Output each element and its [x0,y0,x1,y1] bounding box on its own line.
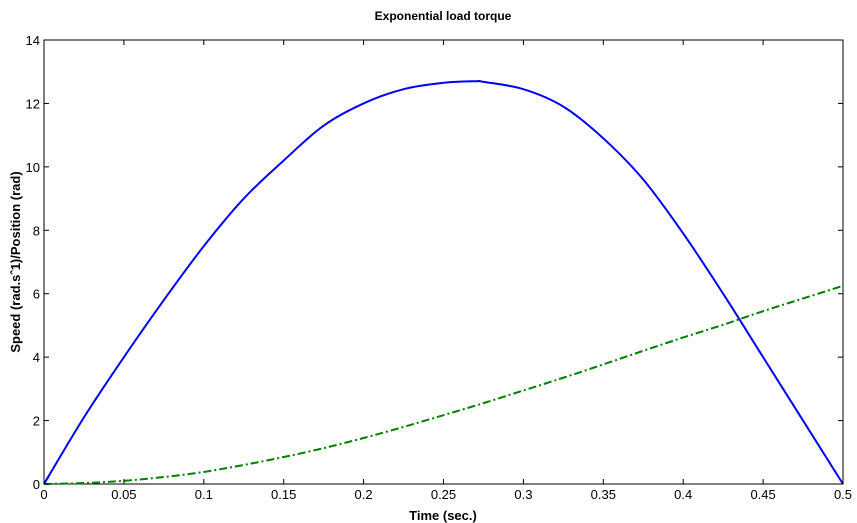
x-tick-label: 0.25 [431,487,456,502]
x-axis: 0 0.05 0.1 0.15 0.2 0.25 0.3 0.35 0.4 0.45 0.5 [40,40,852,502]
x-tick-label: 0.3 [514,487,532,502]
y-tick-label: 0 [33,477,40,492]
y-tick-label: 14 [26,33,40,48]
x-tick-label: 0.05 [111,487,136,502]
y-tick-label: 6 [33,287,40,302]
x-tick-label: 0 [40,487,47,502]
series-line-speed [43,79,844,485]
y-tick-label: 12 [26,96,40,111]
y-tick-label: 4 [33,350,40,365]
x-tick-label: 0.1 [195,487,213,502]
x-tick-label: 0.5 [834,487,852,502]
x-tick-label: 0.45 [750,487,775,502]
x-tick-label: 0.4 [674,487,692,502]
y-tick-label: 8 [33,223,40,238]
x-tick-label: 0.15 [271,487,296,502]
chart-title: Exponential load torque [375,9,512,23]
x-tick-label: 0.35 [591,487,616,502]
x-axis-label: Time (sec.) [409,508,477,523]
y-tick-label: 10 [26,160,40,175]
x-tick-label: 0.2 [355,487,373,502]
y-axis: 0 2 4 6 8 10 12 14 [26,33,843,492]
series-line-position [43,284,844,485]
plot-lines [43,79,844,485]
plot-frame [43,39,844,485]
y-axis-label: Speed (rad.sˆ1)/Position (rad) [8,171,23,352]
y-tick-label: 2 [33,414,40,429]
